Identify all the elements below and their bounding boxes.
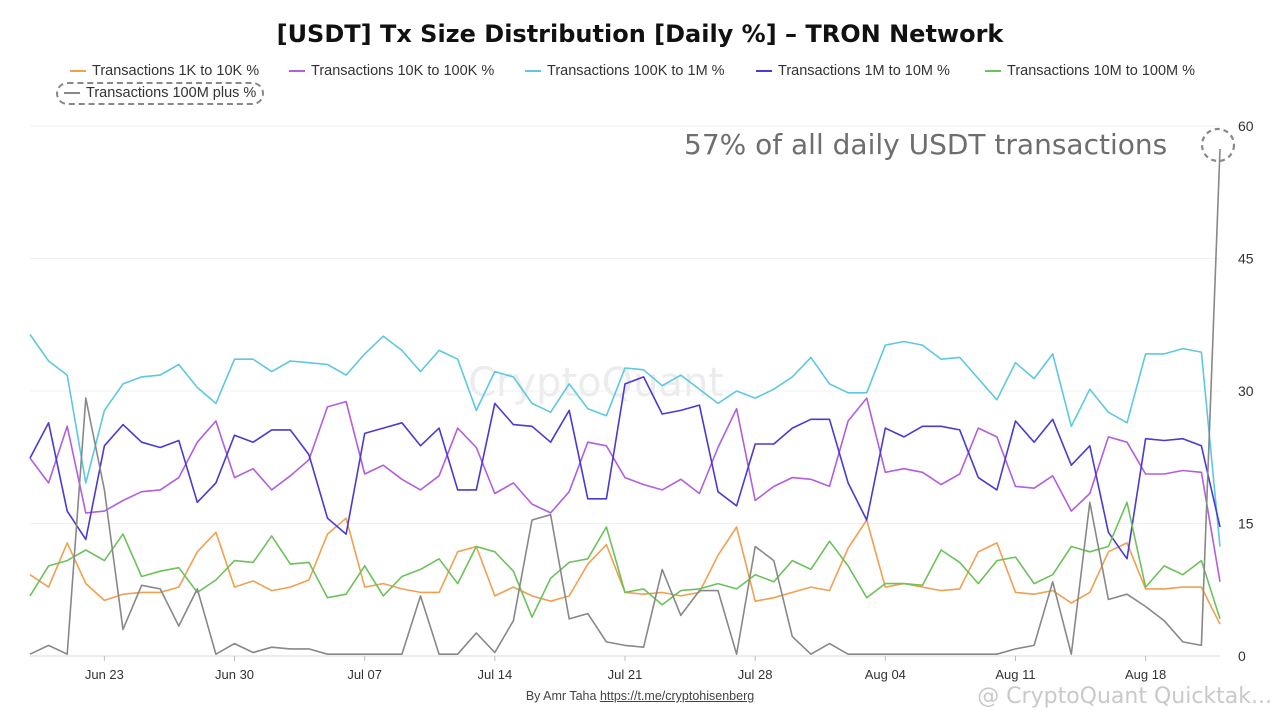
x-tick-label-0: Jun 23 — [85, 667, 124, 682]
legend-label-100k-1m: Transactions 100K to 1M % — [547, 63, 725, 79]
series-line-5 — [29, 148, 1221, 656]
x-tick-label-8: Aug 18 — [1125, 667, 1166, 682]
legend-swatch-1m-10m — [756, 70, 772, 72]
legend-item-1k-10k[interactable]: Transactions 1K to 10K % — [70, 63, 259, 79]
highlight-circle — [1200, 127, 1236, 163]
legend-label-100m-plus: Transactions 100M plus % — [86, 85, 257, 101]
legend-swatch-100k-1m — [525, 70, 541, 72]
chart-title: [USDT] Tx Size Distribution [Daily %] – … — [276, 20, 1004, 48]
legend-swatch-10m-100m — [985, 70, 1001, 72]
y-tick-label-30: 30 — [1238, 383, 1254, 399]
chart-annotation: 57% of all daily USDT transactions — [684, 128, 1168, 161]
chart-grid — [30, 125, 1220, 657]
x-tick-label-3: Jul 14 — [477, 667, 512, 682]
y-tick-label-0: 0 — [1238, 648, 1246, 664]
legend-label-1m-10m: Transactions 1M to 10M % — [778, 63, 950, 79]
legend-item-10k-100k[interactable]: Transactions 10K to 100K % — [289, 63, 494, 79]
x-axis-ticks: Jun 23 Jun 30 Jul 07 Jul 14 Jul 21 Jul 28 Aug … — [85, 656, 1166, 682]
x-tick-label-7: Aug 11 — [995, 667, 1035, 682]
watermark-center: CryptoQuant — [468, 360, 724, 406]
y-tick-label-15: 15 — [1238, 516, 1254, 532]
series-lines — [29, 148, 1221, 656]
series-line-0 — [29, 517, 1221, 625]
byline-link[interactable]: https://t.me/cryptohisenberg — [599, 689, 755, 703]
series-line-4 — [29, 501, 1221, 620]
legend-swatch-1k-10k — [70, 70, 86, 72]
y-tick-label-45: 45 — [1238, 251, 1254, 267]
x-tick-label-2: Jul 07 — [347, 667, 382, 682]
byline: By Amr Taha https://t.me/cryptohisenberg — [0, 689, 1280, 703]
legend-item-100k-1m[interactable]: Transactions 100K to 1M % — [525, 63, 725, 79]
series-line-2 — [29, 334, 1221, 547]
legend-item-100m-plus[interactable]: Transactions 100M plus % — [56, 82, 265, 105]
legend-label-10k-100k: Transactions 10K to 100K % — [311, 63, 495, 79]
x-tick-label-4: Jul 21 — [608, 667, 643, 682]
watermark-bottom: @ CryptoQuant Quicktak... — [977, 684, 1272, 709]
y-tick-label-60: 60 — [1238, 118, 1254, 134]
series-line-1 — [29, 397, 1221, 582]
legend-item-10m-100m[interactable]: Transactions 10M to 100M % — [985, 63, 1195, 79]
legend-swatch-100m-plus — [64, 92, 80, 94]
legend-item-1m-10m[interactable]: Transactions 1M to 10M % — [756, 63, 950, 79]
legend-label-1k-10k: Transactions 1K to 10K % — [92, 63, 260, 79]
x-tick-label-5: Jul 28 — [738, 667, 773, 682]
legend-swatch-10k-100k — [289, 70, 305, 72]
y-axis-ticks: 0 15 30 45 60 — [1238, 118, 1254, 664]
legend-label-10m-100m: Transactions 10M to 100M % — [1007, 63, 1196, 79]
byline-author: By Amr Taha — [525, 689, 597, 703]
x-tick-label-6: Aug 04 — [865, 667, 906, 682]
series-line-3 — [29, 376, 1221, 560]
x-tick-label-1: Jun 30 — [215, 667, 254, 682]
